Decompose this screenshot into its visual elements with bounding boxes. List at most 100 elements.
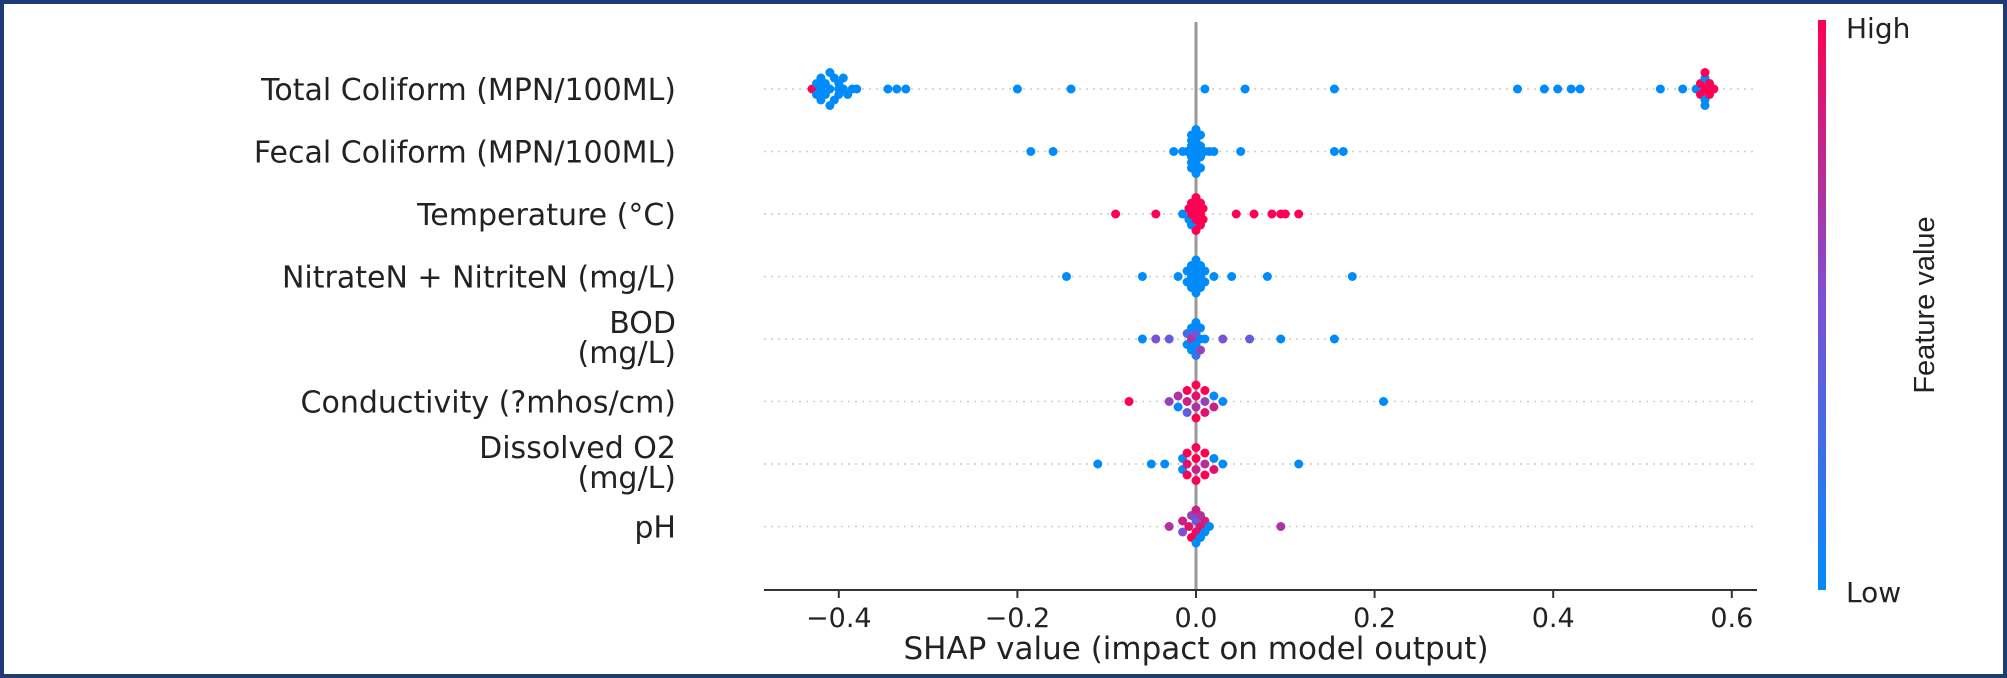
shap-point bbox=[1196, 345, 1205, 355]
colorbar-title: Feature value bbox=[1909, 216, 1941, 393]
shap-point bbox=[852, 84, 862, 94]
feature-label: Fecal Coliform (MPN/100ML) bbox=[254, 136, 676, 171]
shap-point bbox=[1245, 334, 1255, 344]
shap-point bbox=[1012, 84, 1022, 94]
shap-point bbox=[1160, 459, 1170, 469]
shap-point bbox=[1173, 402, 1183, 412]
shap-point bbox=[1249, 209, 1259, 219]
shap-point bbox=[1294, 209, 1304, 219]
shap-point bbox=[1379, 397, 1388, 406]
shap-point bbox=[1164, 522, 1174, 531]
feature-labels: Total Coliform (MPN/100ML) Fecal Coliform… bbox=[254, 73, 676, 546]
shap-point bbox=[1209, 454, 1219, 463]
shap-point bbox=[1200, 386, 1210, 395]
colorbar-high-label: High bbox=[1846, 12, 1910, 45]
x-tick-label: 0.2 bbox=[1353, 603, 1396, 634]
shap-point bbox=[1191, 402, 1201, 412]
shap-point bbox=[1513, 84, 1522, 94]
shap-point bbox=[1182, 397, 1192, 406]
shap-point bbox=[1200, 266, 1210, 276]
shap-point bbox=[1200, 470, 1210, 480]
feature-label: Total Coliform (MPN/100ML) bbox=[260, 73, 676, 108]
shap-point bbox=[1196, 323, 1205, 333]
x-tick-label: 0.4 bbox=[1532, 603, 1575, 634]
shap-point bbox=[1700, 101, 1710, 110]
feature-label: BOD bbox=[609, 306, 676, 341]
x-axis-ticks: −0.4 −0.2 0.0 0.2 0.4 0.6 bbox=[806, 590, 1753, 634]
shap-point bbox=[1280, 209, 1290, 219]
shap-point bbox=[1276, 522, 1286, 531]
shap-point bbox=[825, 84, 835, 94]
shap-point bbox=[1191, 443, 1201, 452]
shap-point bbox=[1182, 386, 1192, 395]
shap-point bbox=[1048, 147, 1058, 156]
shap-point bbox=[1276, 334, 1286, 344]
colorbar-low-label: Low bbox=[1846, 576, 1901, 609]
shap-point bbox=[1062, 272, 1071, 281]
shap-point bbox=[1209, 402, 1219, 412]
shap-point bbox=[1575, 84, 1585, 94]
shap-point bbox=[1200, 408, 1210, 417]
shap-point bbox=[1111, 209, 1121, 219]
x-tick-label: −0.2 bbox=[985, 603, 1051, 634]
shap-point bbox=[1700, 68, 1710, 77]
shap-point bbox=[1209, 465, 1219, 474]
shap-point bbox=[1164, 334, 1174, 344]
shap-point bbox=[1026, 147, 1036, 156]
x-tick-label: 0.0 bbox=[1175, 603, 1218, 634]
shap-point bbox=[1227, 272, 1237, 281]
x-tick-label: −0.4 bbox=[806, 603, 872, 634]
feature-gridlines bbox=[764, 88, 1757, 528]
shap-point bbox=[892, 84, 902, 94]
shap-point bbox=[1200, 277, 1210, 287]
shap-point bbox=[1178, 527, 1188, 537]
shap-point bbox=[1329, 84, 1339, 94]
shap-point bbox=[1294, 459, 1304, 469]
shap-point bbox=[1709, 84, 1719, 94]
shap-point bbox=[1678, 84, 1688, 94]
shap-point bbox=[1329, 334, 1339, 344]
shap-point bbox=[1553, 84, 1563, 94]
feature-label: (mg/L) bbox=[578, 461, 677, 496]
feature-label: Dissolved O2 bbox=[479, 431, 676, 466]
feature-label: NitrateN + NitriteN (mg/L) bbox=[282, 261, 676, 296]
feature-label: Temperature (°C) bbox=[416, 198, 676, 233]
shap-point bbox=[1173, 391, 1183, 401]
shap-point bbox=[1200, 334, 1210, 344]
shap-point bbox=[1198, 215, 1208, 224]
shap-point bbox=[1164, 397, 1174, 406]
shap-point bbox=[883, 84, 893, 94]
shap-point bbox=[1329, 147, 1339, 156]
shap-point bbox=[1182, 470, 1192, 480]
shap-point bbox=[1066, 84, 1076, 94]
shap-point bbox=[1200, 84, 1210, 94]
shap-point bbox=[1182, 448, 1192, 458]
shap-point bbox=[1182, 459, 1192, 469]
shap-point bbox=[1204, 522, 1214, 531]
x-axis-title: SHAP value (impact on model output) bbox=[903, 631, 1488, 667]
shap-point bbox=[1196, 163, 1205, 173]
shap-point bbox=[1151, 334, 1161, 344]
x-tick-label: 0.6 bbox=[1710, 603, 1753, 634]
shap-point bbox=[1191, 454, 1201, 463]
shap-point bbox=[1338, 147, 1348, 156]
feature-label: (mg/L) bbox=[578, 336, 677, 371]
colorbar: High Low Feature value bbox=[1818, 12, 1941, 609]
shap-point bbox=[1137, 272, 1147, 281]
shap-point bbox=[1191, 413, 1201, 423]
feature-label: Conductivity (?mhos/cm) bbox=[301, 386, 676, 421]
shap-point bbox=[1209, 391, 1219, 401]
shap-point bbox=[1347, 272, 1357, 281]
colorbar-gradient bbox=[1818, 20, 1826, 590]
x-axis: −0.4 −0.2 0.0 0.2 0.4 0.6 SHAP value (impact … bbox=[764, 589, 1757, 667]
shap-point bbox=[1566, 84, 1576, 94]
shap-point bbox=[1137, 334, 1147, 344]
shap-points bbox=[807, 68, 1719, 548]
feature-label: pH bbox=[634, 511, 676, 546]
shap-point bbox=[1191, 476, 1201, 485]
shap-point bbox=[1184, 522, 1194, 531]
shap-point bbox=[1539, 84, 1549, 94]
shap-point bbox=[1209, 272, 1219, 281]
shap-point bbox=[1178, 516, 1188, 526]
